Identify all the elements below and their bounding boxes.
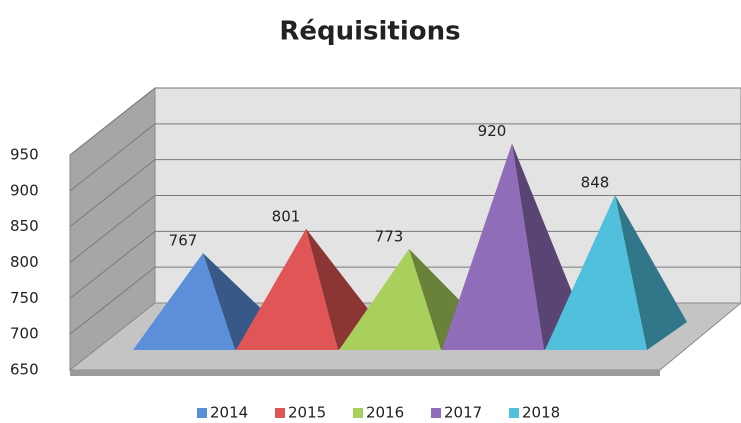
pyramid-front: [545, 195, 647, 350]
value-label: 801: [272, 207, 301, 225]
pyramid-front: [339, 248, 441, 350]
value-label: 773: [375, 227, 404, 245]
legend-swatch: [509, 408, 519, 418]
chart-title: Réquisitions: [279, 17, 460, 47]
y-tick-label: 700: [10, 325, 39, 343]
y-tick-label: 650: [10, 361, 39, 379]
pyramid-side: [615, 195, 687, 350]
y-tick-label: 800: [10, 253, 39, 271]
pyramid-front: [133, 253, 235, 350]
grid-line: [69, 123, 741, 192]
pyramid-front: [442, 143, 544, 350]
legend-swatch: [197, 408, 207, 418]
grid-line: [69, 159, 741, 228]
value-label: 848: [581, 174, 610, 192]
y-tick-label: 900: [10, 181, 39, 199]
y-tick-label: 950: [10, 146, 39, 164]
legend-swatch: [353, 408, 363, 418]
floor-edge: [70, 370, 660, 376]
legend-label: 2014: [210, 404, 248, 422]
value-label: 920: [478, 122, 507, 140]
legend-label: 2017: [444, 404, 482, 422]
pyramid-front: [236, 228, 338, 350]
value-label: 767: [169, 232, 198, 250]
y-tick-label: 750: [10, 289, 39, 307]
grid-line: [69, 87, 741, 156]
grid-line: [69, 195, 741, 263]
legend-label: 2018: [522, 404, 560, 422]
legend-label: 2015: [288, 404, 326, 422]
legend-swatch: [431, 408, 441, 418]
legend-label: 2016: [366, 404, 404, 422]
legend-swatch: [275, 408, 285, 418]
y-tick-label: 850: [10, 217, 39, 235]
pyramid-side: [512, 143, 584, 350]
